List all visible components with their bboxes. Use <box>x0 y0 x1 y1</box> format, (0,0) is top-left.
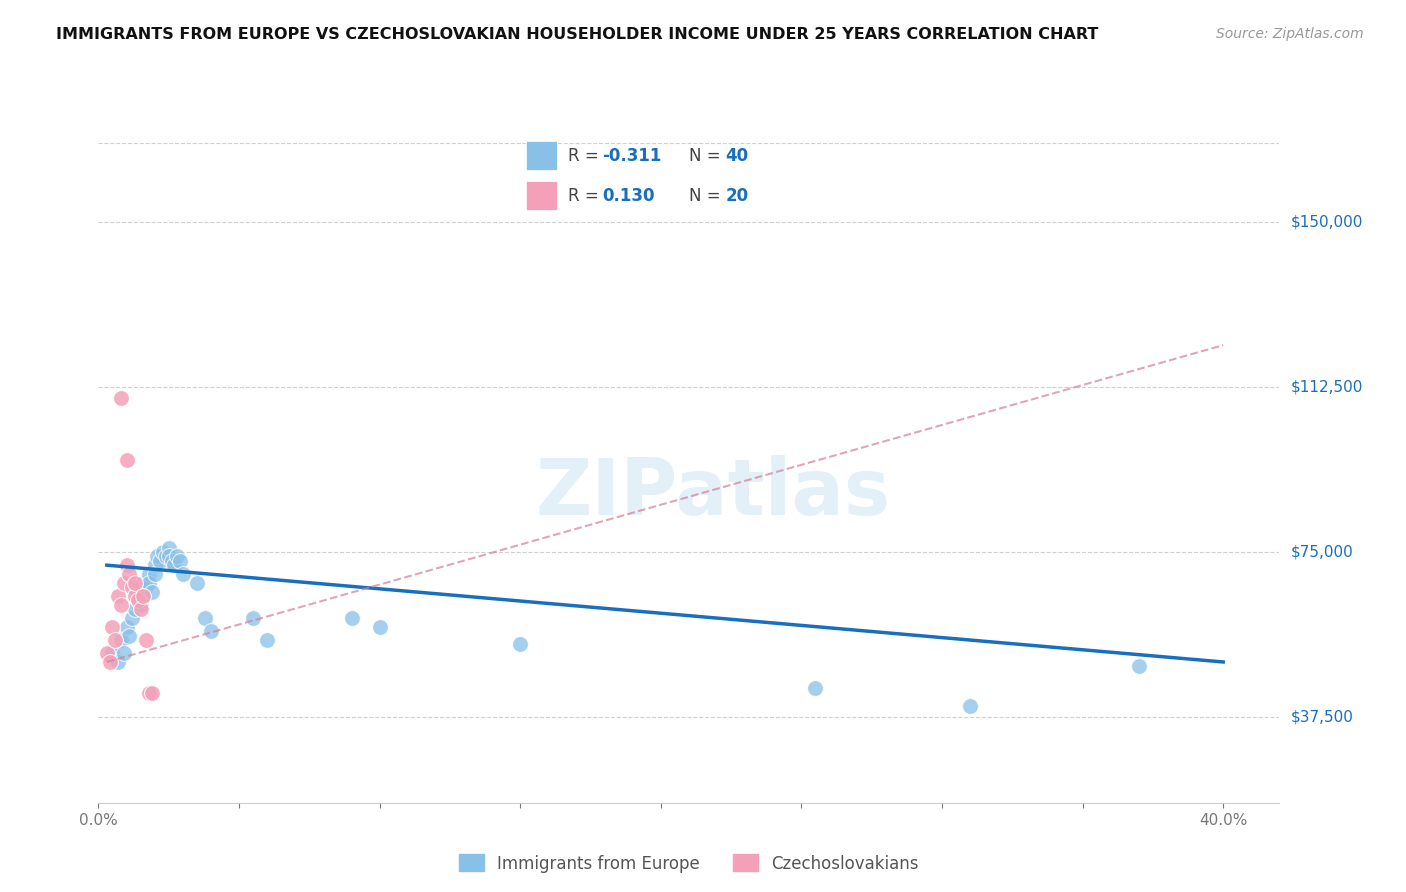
Text: Source: ZipAtlas.com: Source: ZipAtlas.com <box>1216 27 1364 41</box>
Text: 40: 40 <box>725 147 748 165</box>
Point <box>186 575 208 590</box>
Point <box>146 549 169 564</box>
Point <box>110 632 132 647</box>
Text: N =: N = <box>689 147 725 165</box>
Point <box>157 541 180 555</box>
Point <box>115 620 138 634</box>
Point <box>194 611 217 625</box>
Text: $112,500: $112,500 <box>1291 379 1362 394</box>
Point <box>242 611 264 625</box>
Point <box>804 681 827 696</box>
Point <box>256 632 278 647</box>
Text: ZIPatlas: ZIPatlas <box>536 455 890 531</box>
Legend: Immigrants from Europe, Czechoslovakians: Immigrants from Europe, Czechoslovakians <box>453 847 925 880</box>
Point <box>124 575 146 590</box>
Point <box>959 698 981 713</box>
Point <box>138 686 160 700</box>
Point <box>107 655 129 669</box>
Point <box>163 558 186 573</box>
Point <box>155 549 177 564</box>
Text: 20: 20 <box>725 186 748 204</box>
Point <box>101 620 124 634</box>
Point <box>110 598 132 612</box>
Point <box>98 655 121 669</box>
Text: IMMIGRANTS FROM EUROPE VS CZECHOSLOVAKIAN HOUSEHOLDER INCOME UNDER 25 YEARS CORR: IMMIGRANTS FROM EUROPE VS CZECHOSLOVAKIA… <box>56 27 1098 42</box>
Point <box>127 593 149 607</box>
Text: $75,000: $75,000 <box>1291 544 1354 559</box>
FancyBboxPatch shape <box>526 142 557 170</box>
Point <box>127 593 149 607</box>
Text: R =: R = <box>568 147 605 165</box>
Point <box>112 575 135 590</box>
Point <box>110 391 132 405</box>
Point <box>143 558 166 573</box>
Text: -0.311: -0.311 <box>602 147 661 165</box>
Point <box>129 598 152 612</box>
Point <box>368 620 391 634</box>
Point <box>124 602 146 616</box>
Point <box>132 589 155 603</box>
Point <box>132 589 155 603</box>
Point <box>340 611 363 625</box>
Point <box>135 632 157 647</box>
Point <box>118 566 141 581</box>
Point <box>118 629 141 643</box>
Point <box>107 589 129 603</box>
Point <box>157 549 180 564</box>
Point <box>121 580 143 594</box>
Point <box>132 575 155 590</box>
Point <box>138 575 160 590</box>
Point <box>141 584 163 599</box>
Point <box>143 566 166 581</box>
Point <box>149 554 172 568</box>
Point <box>169 554 191 568</box>
Point <box>101 646 124 660</box>
Point <box>124 589 146 603</box>
Point <box>112 646 135 660</box>
Point <box>172 566 194 581</box>
Point <box>96 646 118 660</box>
Text: $37,500: $37,500 <box>1291 709 1354 724</box>
Point <box>115 558 138 573</box>
Point <box>200 624 222 639</box>
Text: N =: N = <box>689 186 725 204</box>
Point <box>166 549 188 564</box>
Point <box>121 611 143 625</box>
Point <box>141 686 163 700</box>
Point <box>115 452 138 467</box>
Point <box>135 580 157 594</box>
Point <box>129 602 152 616</box>
Point <box>152 545 174 559</box>
Text: 0.130: 0.130 <box>602 186 654 204</box>
FancyBboxPatch shape <box>526 181 557 211</box>
Point <box>160 554 183 568</box>
Point <box>138 566 160 581</box>
Point <box>104 632 127 647</box>
Point <box>509 637 531 651</box>
Point <box>1128 659 1150 673</box>
Text: R =: R = <box>568 186 605 204</box>
Text: $150,000: $150,000 <box>1291 214 1362 229</box>
